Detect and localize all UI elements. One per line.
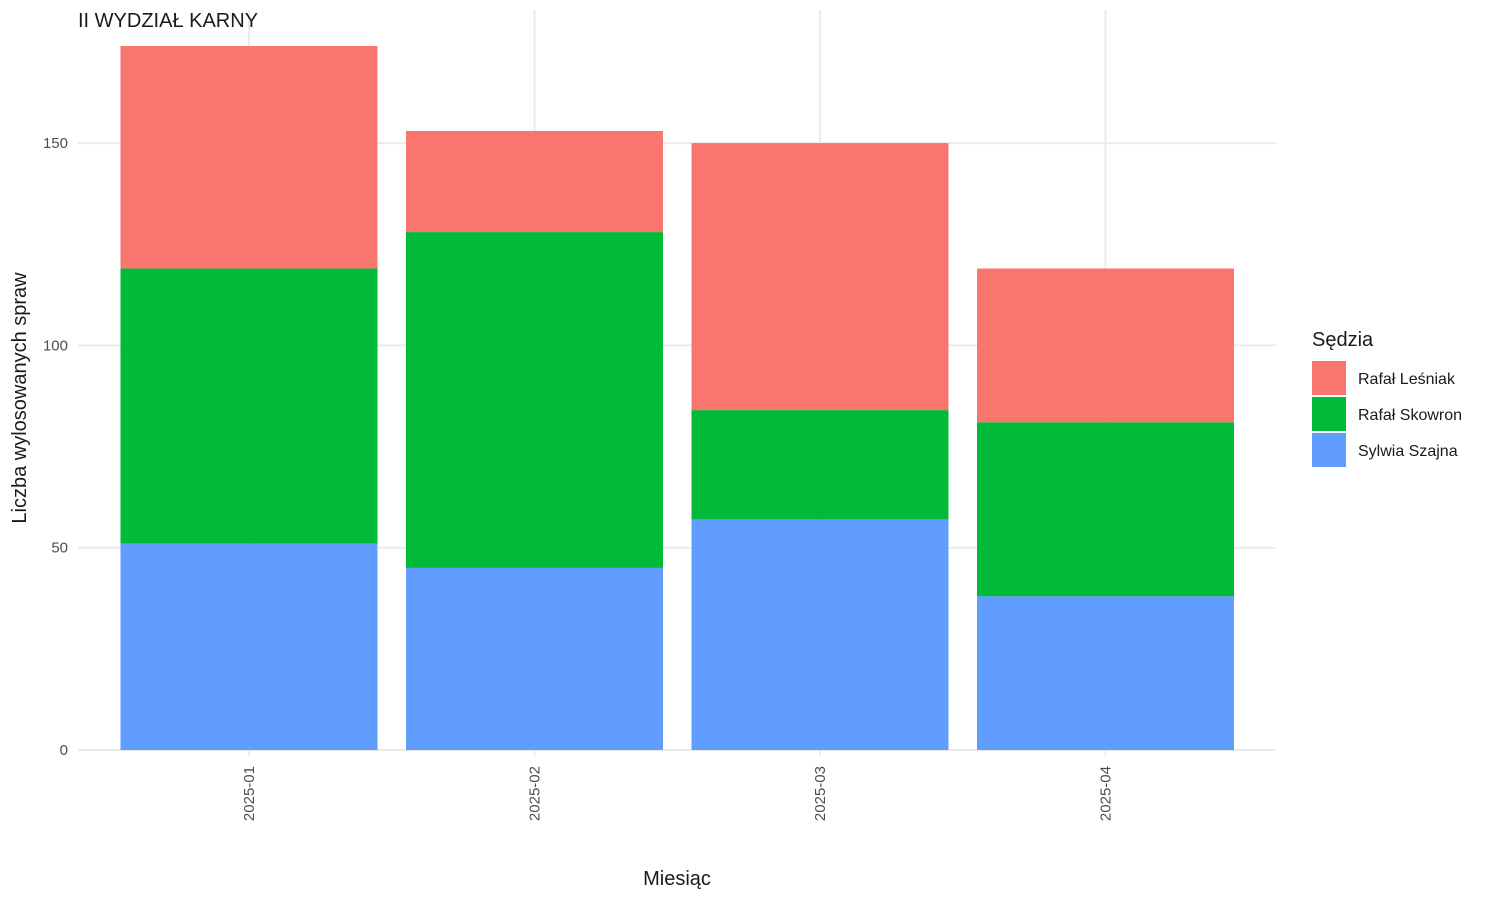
legend-label: Sylwia Szajna [1358,443,1458,460]
y-tick-label: 0 [60,742,68,759]
bar-segment [977,596,1234,750]
y-tick-label: 50 [51,540,68,557]
y-tick-label: 100 [43,337,68,354]
x-tick-label: 2025-02 [527,766,544,821]
legend-items: Rafał Leśniak Rafał Skowron Sylwia Szajna [1312,361,1462,467]
bar-segment [691,519,949,750]
bar-segment [691,410,949,520]
bar-segment [977,422,1234,597]
x-axis-title: Miesiąc [643,868,711,890]
bar-segment [406,567,663,750]
bar-segment [120,268,378,544]
bar-segment [120,543,378,750]
bar-segment [977,268,1234,423]
legend-swatch [1312,361,1346,395]
legend-label: Rafał Leśniak [1358,371,1456,388]
legend-label: Rafał Skowron [1358,407,1462,424]
bar-segment [120,45,378,269]
y-axis-ticks: 0 50 100 150 [43,135,68,759]
x-tick-label: 2025-03 [812,766,829,821]
legend-title: Sędzia [1312,329,1374,351]
chart-title: II WYDZIAŁ KARNY [78,10,258,32]
bars [120,45,1234,750]
legend: Sędzia Rafał Leśniak Rafał Skowron Sylwia … [1312,329,1462,467]
x-tick-label: 2025-01 [241,766,258,821]
legend-swatch [1312,397,1346,431]
y-tick-label: 150 [43,135,68,152]
y-axis-title: Liczba wylosowanych spraw [9,272,31,524]
x-axis-ticks: 2025-01 2025-02 2025-03 2025-04 [241,750,1115,821]
bar-segment [691,143,949,411]
bar-segment [406,130,663,233]
legend-swatch [1312,433,1346,467]
x-tick-label: 2025-04 [1098,766,1115,821]
bar-segment [406,232,663,568]
